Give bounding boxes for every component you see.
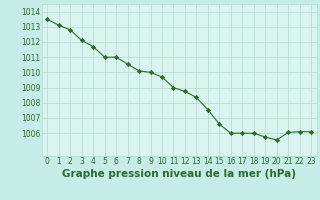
- X-axis label: Graphe pression niveau de la mer (hPa): Graphe pression niveau de la mer (hPa): [62, 169, 296, 179]
